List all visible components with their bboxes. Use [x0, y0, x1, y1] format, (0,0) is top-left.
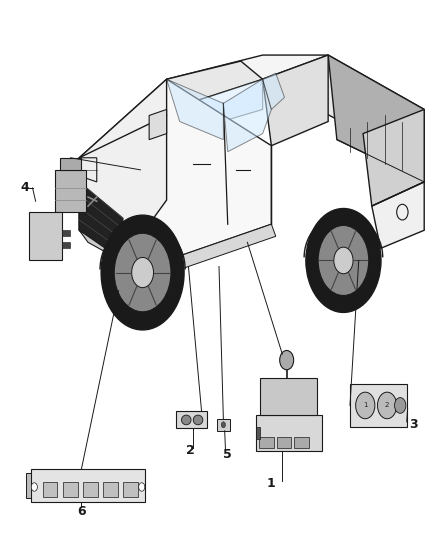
Polygon shape — [263, 55, 328, 146]
Circle shape — [114, 233, 171, 312]
Text: 5: 5 — [223, 448, 232, 462]
Bar — [83, 482, 98, 497]
Text: 3: 3 — [409, 418, 417, 431]
Polygon shape — [263, 55, 424, 134]
Text: 4: 4 — [20, 181, 29, 195]
Polygon shape — [149, 109, 166, 140]
Circle shape — [318, 225, 369, 295]
Polygon shape — [350, 384, 407, 426]
Polygon shape — [55, 170, 86, 212]
Polygon shape — [31, 469, 145, 502]
Bar — [62, 230, 70, 236]
Polygon shape — [132, 224, 276, 285]
Text: 2: 2 — [385, 402, 389, 408]
Circle shape — [356, 392, 375, 419]
Bar — [294, 437, 308, 448]
Polygon shape — [79, 230, 132, 266]
Circle shape — [101, 215, 184, 330]
Circle shape — [378, 392, 397, 419]
Circle shape — [221, 422, 226, 428]
Ellipse shape — [181, 415, 191, 425]
Polygon shape — [256, 415, 321, 451]
Polygon shape — [25, 473, 31, 498]
Polygon shape — [166, 55, 328, 79]
Text: 1: 1 — [363, 402, 367, 408]
Circle shape — [280, 351, 293, 370]
Ellipse shape — [193, 415, 203, 425]
Polygon shape — [79, 79, 272, 272]
Polygon shape — [60, 158, 81, 170]
Polygon shape — [166, 61, 263, 103]
Polygon shape — [328, 55, 424, 182]
Bar — [277, 437, 291, 448]
Polygon shape — [79, 158, 97, 182]
Circle shape — [334, 247, 353, 274]
Text: 2: 2 — [186, 444, 195, 457]
Circle shape — [306, 208, 381, 312]
Polygon shape — [372, 182, 424, 248]
Polygon shape — [176, 411, 207, 429]
Polygon shape — [79, 182, 123, 261]
Polygon shape — [166, 79, 223, 140]
Polygon shape — [217, 419, 230, 431]
Circle shape — [139, 483, 145, 491]
Bar — [124, 482, 138, 497]
Polygon shape — [363, 109, 424, 206]
Polygon shape — [263, 73, 285, 109]
Polygon shape — [29, 212, 62, 261]
Polygon shape — [79, 79, 166, 188]
Polygon shape — [261, 378, 317, 415]
Circle shape — [132, 257, 153, 288]
Bar — [62, 243, 70, 248]
Polygon shape — [223, 79, 272, 152]
Bar — [256, 426, 261, 439]
Circle shape — [31, 483, 37, 491]
Polygon shape — [79, 116, 166, 261]
Text: 1: 1 — [266, 478, 275, 490]
Text: 6: 6 — [77, 505, 86, 518]
Bar — [103, 482, 118, 497]
Bar — [63, 482, 78, 497]
Bar — [259, 437, 274, 448]
Circle shape — [395, 398, 406, 413]
Bar — [43, 482, 57, 497]
Polygon shape — [188, 79, 263, 127]
